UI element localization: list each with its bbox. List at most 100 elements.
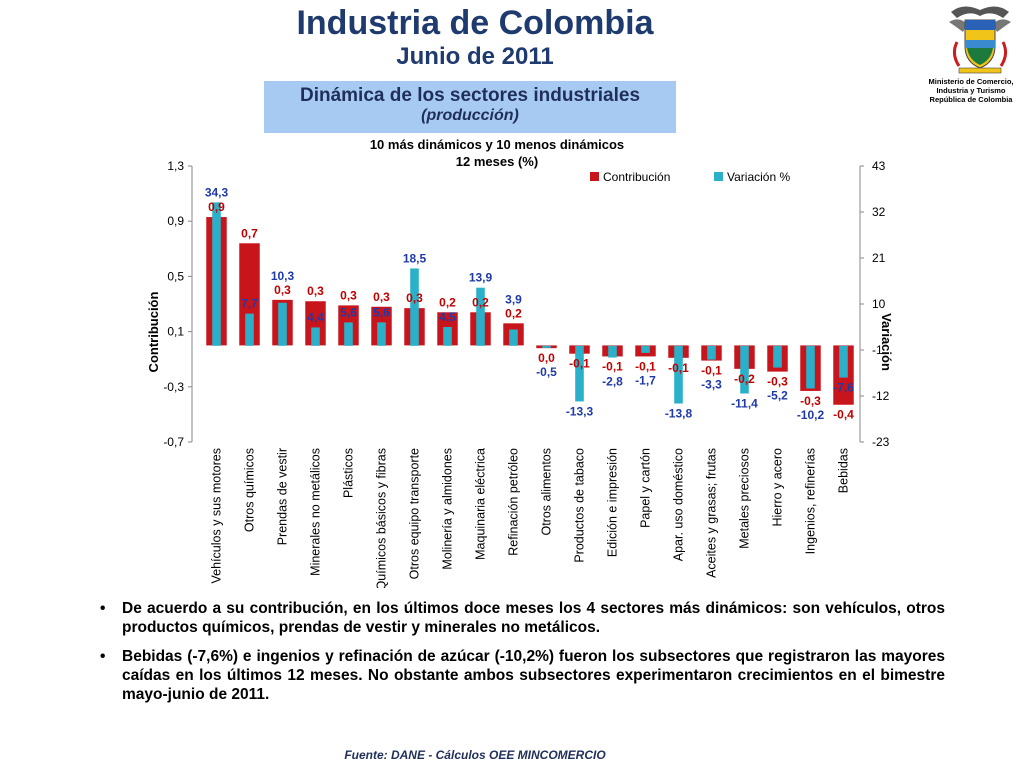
category-label: Molinería y almidones [441,448,455,570]
left-tick-label: 1,3 [167,159,184,173]
variacion-data-label: -7,6 [833,381,854,395]
variacion-data-label: 7,7 [241,297,258,311]
contribucion-data-label: 0,2 [505,306,522,320]
right-tick-label: -12 [872,389,890,403]
ministry-line: República de Colombia [929,95,1013,104]
category-label: Plásticos [342,448,356,498]
category-label: Productos de tabaco [573,448,587,563]
variacion-bar [674,345,683,404]
category-label: Químicos básicos y fibras [375,448,389,588]
contribucion-data-label: 0,2 [439,295,456,309]
variacion-bar [641,345,650,353]
variacion-bar [707,345,716,360]
legend-label-contribucion: Contribución [603,170,670,184]
category-label: Aceites y grasas; frutas [705,448,719,578]
right-tick-label: 43 [872,159,886,173]
variacion-bar [311,327,320,346]
legend-swatch-variacion [714,172,723,181]
chart-title: 10 más dinámicos y 10 menos dinámicos [370,137,624,152]
contribucion-data-label: -0,1 [602,359,623,373]
category-label: Otros alimentos [540,448,554,536]
variacion-data-label: -0,5 [536,365,557,379]
contribucion-data-label: -0,1 [668,361,689,375]
variacion-data-label: 4,5 [439,310,456,324]
variacion-data-label: 3,9 [505,292,522,306]
variacion-data-label: -3,3 [701,378,722,392]
contribucion-data-label: -0,1 [635,359,656,373]
category-label: Otros equipo transporte [408,448,422,579]
right-tick-label: 21 [872,251,886,265]
category-label: Bebidas [837,448,851,493]
variacion-bar [212,202,221,346]
ministry-line: Industria y Turismo [936,86,1006,95]
variacion-bar [278,302,287,346]
category-label: Prendas de vestir [276,448,290,545]
bullet-item: • De acuerdo a su contribución, en los ú… [100,599,945,637]
variacion-bar [443,327,452,346]
page-title: Industria de Colombia [296,4,654,42]
variacion-data-label: 18,5 [403,251,427,265]
contribucion-data-label: 0,2 [472,295,489,309]
bullet-dot-icon: • [100,648,106,665]
variacion-bar [740,345,749,394]
bullet-text: Bebidas (-7,6%) e ingenios y refinación … [122,648,945,703]
contribucion-data-label: 0,3 [307,284,324,298]
colombia-coat-of-arms-icon [949,6,1011,74]
right-tick-label: 10 [872,297,886,311]
ministry-label: Ministerio de Comercio, Industria y Turi… [918,77,1024,104]
right-tick-label: -1 [872,343,883,357]
variacion-data-label: 34,3 [205,185,229,199]
category-label: Hierro y acero [771,448,785,527]
variacion-data-label: -13,3 [566,404,594,418]
category-label: Otros químicos [243,448,257,532]
variacion-bar [839,345,848,378]
variacion-bar [509,329,518,346]
left-tick-label: -0,3 [163,380,184,394]
variacion-data-label: -13,8 [665,407,693,421]
variacion-data-label: -10,2 [797,408,825,422]
legend-swatch-contribucion [590,172,599,181]
category-label: Refinación petróleo [507,448,521,556]
contribucion-data-label: 0,0 [538,351,555,365]
left-tick-label: 0,5 [167,269,184,283]
variacion-data-label: -11,4 [731,396,758,410]
section-banner: Dinámica de los sectores industriales (p… [264,81,676,133]
legend-label-variacion: Variación % [727,170,790,184]
variacion-bar [542,345,551,348]
contribucion-data-label: 0,3 [373,290,390,304]
variacion-bar [575,345,584,402]
right-axis-title: Variación [879,313,894,371]
right-tick-label: 32 [872,205,886,219]
variacion-data-label: -1,7 [635,373,656,387]
left-tick-label: 0,9 [167,214,184,228]
contribucion-data-label: 0,7 [241,226,258,240]
sector-bar-chart: 10 más dinámicos y 10 menos dinámicos 12 … [146,137,894,588]
contribucion-bar [305,301,326,346]
left-axis-title: Contribución [146,292,161,373]
contribucion-data-label: -0,4 [833,408,854,422]
variacion-bar [806,345,815,389]
contribucion-data-label: -0,1 [569,357,590,371]
variacion-bar [608,345,617,358]
chart-subtitle: 12 meses (%) [456,154,538,169]
contribucion-data-label: -0,3 [800,394,821,408]
contribucion-data-label: 0,3 [406,291,423,305]
contribucion-data-label: 0,3 [274,283,291,297]
category-label: Ingenios, refinerías [804,448,818,554]
contribucion-data-label: -0,1 [701,364,722,378]
variacion-bar [377,322,386,346]
contribucion-bar [239,243,260,346]
contribucion-data-label: 0,9 [208,200,225,214]
variacion-bar [410,268,419,346]
category-label: Metales preciosos [738,448,752,549]
variacion-bar [344,322,353,346]
category-label: Minerales no metálicos [309,448,323,576]
category-label: Maquinaria eléctrica [474,448,488,560]
page-subtitle: Junio de 2011 [396,43,554,70]
category-label: Papel y cartón [639,448,653,528]
contribucion-data-label: 0,3 [340,288,357,302]
bullet-text: De acuerdo a su contribución, en los últ… [122,600,945,636]
contribucion-data-label: -0,3 [767,375,788,389]
variacion-data-label: 5,6 [373,305,390,319]
variacion-data-label: 10,3 [271,269,295,283]
